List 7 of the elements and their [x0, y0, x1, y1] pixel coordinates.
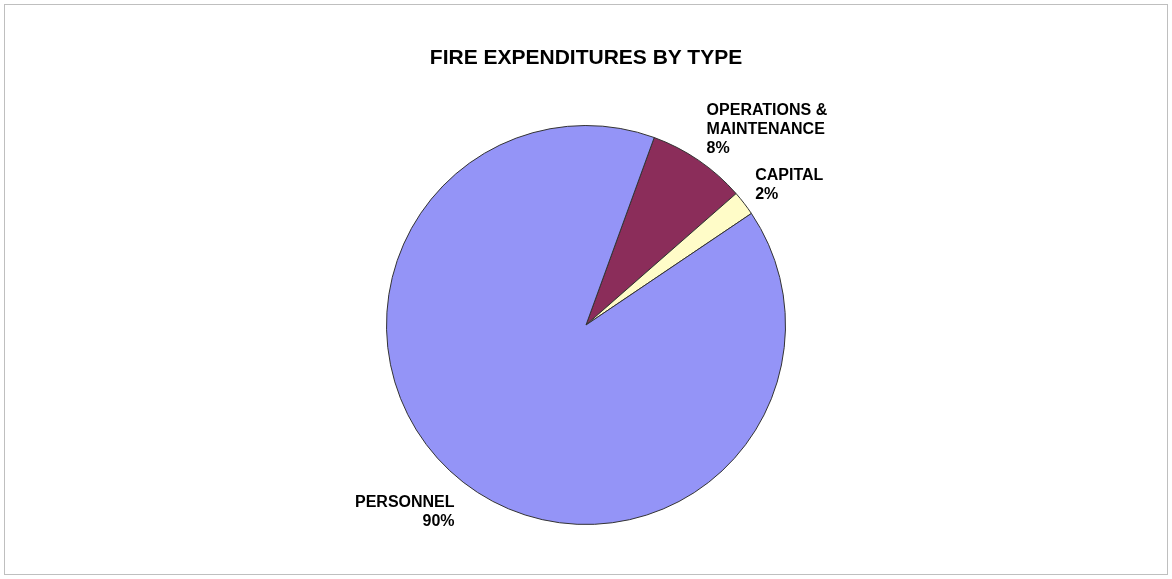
data-label: 90% — [422, 512, 455, 530]
data-label: 2% — [755, 185, 779, 203]
chart-title: FIRE EXPENDITURES BY TYPE — [428, 45, 744, 69]
slice-label: CAPITAL — [755, 166, 824, 184]
slice-label: PERSONNEL — [354, 493, 455, 511]
slice-label: OPERATIONS & MAINTENANCE — [706, 101, 828, 138]
data-label: 8% — [706, 139, 730, 157]
